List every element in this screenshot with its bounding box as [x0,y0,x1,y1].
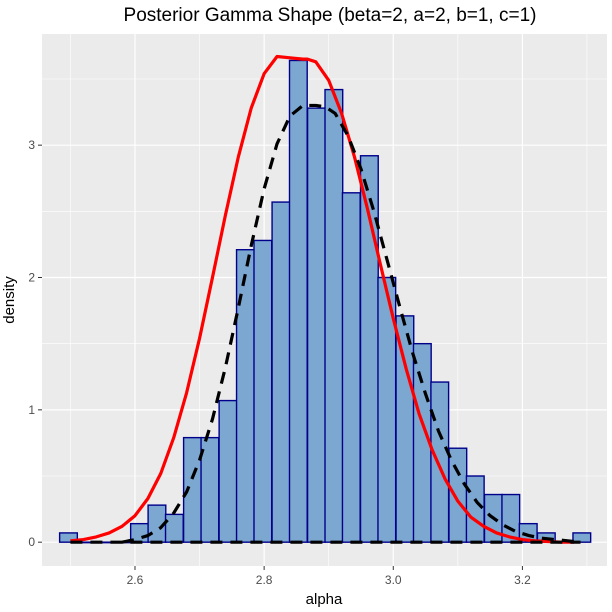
histogram-bar [235,249,255,543]
histogram-bar [218,399,238,543]
histogram-bar [430,381,450,543]
y-tick-label: 2 [28,271,35,285]
histogram-bar [164,513,184,543]
y-tick-label: 0 [28,535,35,549]
histogram-bar [306,107,326,543]
x-axis-ticks: 2.6 2.8 3.0 3.2 [127,566,531,587]
histogram-bar [253,239,273,543]
histogram-bar [271,201,291,543]
x-tick-label: 3.0 [385,573,402,587]
x-tick-label: 2.8 [256,573,273,587]
histogram-bar [200,436,220,543]
y-axis-title: density [1,276,18,324]
density-curves [70,54,581,544]
histogram-bar [395,315,415,543]
y-tick-label: 3 [28,138,35,152]
x-axis-title: alpha [306,591,343,608]
chart-title: Posterior Gamma Shape (beta=2, a=2, b=1,… [124,5,537,26]
histogram-bar [448,447,468,543]
x-tick-label: 3.2 [514,573,531,587]
y-axis-ticks: 0 1 2 3 [28,138,42,549]
y-tick-label: 1 [28,403,35,417]
histogram-bar [324,88,344,543]
histogram-bar [341,192,361,543]
histogram-bar [288,59,308,543]
histogram-bars [58,59,592,544]
histogram-bar [58,532,79,543]
x-tick-label: 2.6 [127,573,144,587]
histogram-bar [465,475,485,543]
histogram-bar [572,532,592,543]
solid-density-line [70,54,575,544]
dashed-density-line [121,103,581,544]
